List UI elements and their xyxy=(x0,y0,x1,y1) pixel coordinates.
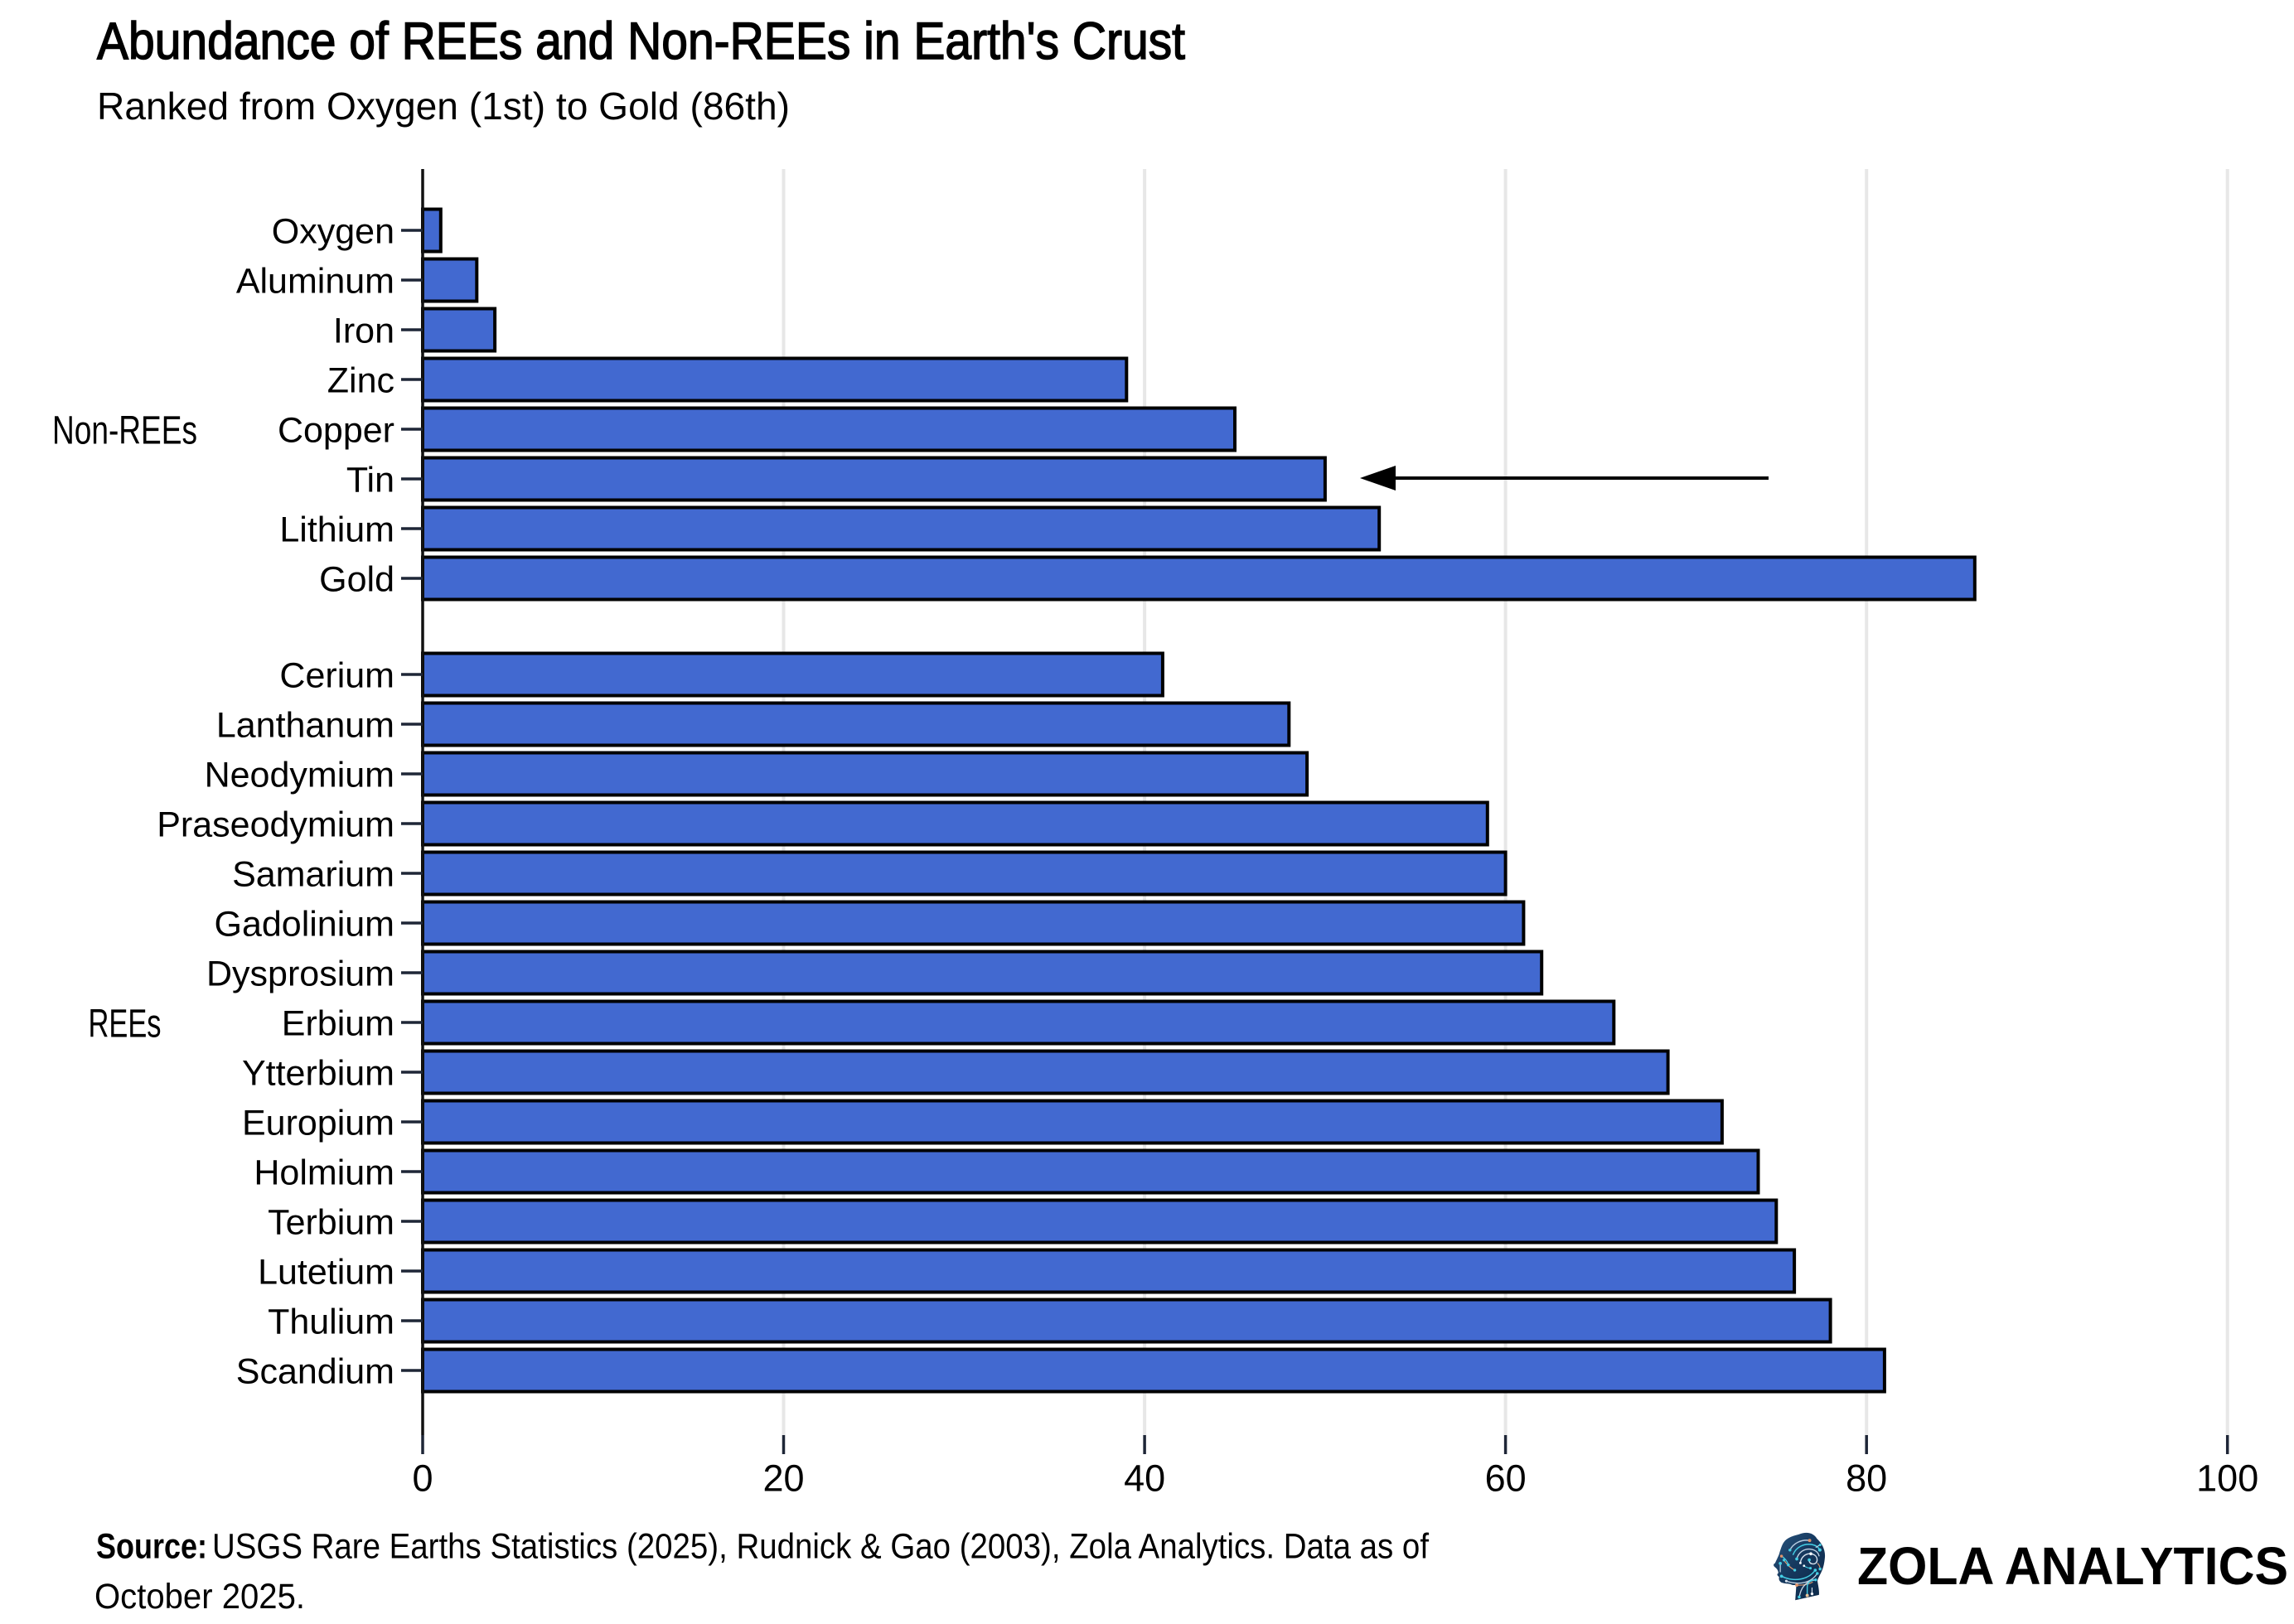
svg-text:Gold: Gold xyxy=(319,560,394,600)
svg-text:0: 0 xyxy=(412,1457,433,1500)
svg-text:60: 60 xyxy=(1485,1457,1527,1500)
svg-text:Dysprosium: Dysprosium xyxy=(206,955,394,994)
svg-text:Ytterbium: Ytterbium xyxy=(242,1054,394,1094)
svg-text:Erbium: Erbium xyxy=(282,1004,394,1044)
svg-text:Source:: Source: xyxy=(96,1527,207,1567)
svg-text:Samarium: Samarium xyxy=(232,855,394,895)
svg-text:Non-REEs: Non-REEs xyxy=(52,409,197,453)
svg-text:Zinc: Zinc xyxy=(327,361,394,401)
svg-text:Lanthanum: Lanthanum xyxy=(216,706,394,746)
svg-text:Aluminum: Aluminum xyxy=(236,262,394,302)
svg-text:Oxygen: Oxygen xyxy=(272,212,394,252)
svg-text:100: 100 xyxy=(2196,1457,2258,1500)
svg-text:Cerium: Cerium xyxy=(279,656,394,696)
svg-text:Praseodymium: Praseodymium xyxy=(157,805,394,845)
svg-text:40: 40 xyxy=(1124,1457,1165,1500)
svg-text:Thulium: Thulium xyxy=(268,1303,394,1342)
svg-text:80: 80 xyxy=(1846,1457,1887,1500)
svg-text:REEs: REEs xyxy=(89,1003,162,1046)
svg-text:Europium: Europium xyxy=(242,1104,394,1143)
svg-text:Lutetium: Lutetium xyxy=(258,1253,394,1293)
svg-text:Ranked from Oxygen (1st) to Go: Ranked from Oxygen (1st) to Gold (86th) xyxy=(97,85,790,128)
svg-text:Terbium: Terbium xyxy=(268,1203,394,1243)
svg-text:USGS Rare Earths Statistics (2: USGS Rare Earths Statistics (2025), Rudn… xyxy=(212,1527,1430,1567)
svg-text:Tin: Tin xyxy=(346,461,394,500)
svg-text:Holmium: Holmium xyxy=(254,1153,394,1193)
svg-text:Lithium: Lithium xyxy=(279,510,394,550)
svg-text:Scandium: Scandium xyxy=(236,1352,394,1392)
svg-text:20: 20 xyxy=(762,1457,804,1500)
svg-text:Copper: Copper xyxy=(278,411,394,451)
svg-text:Abundance of REEs and Non-REEs: Abundance of REEs and Non-REEs in Earth'… xyxy=(97,12,1185,70)
svg-text:October 2025.: October 2025. xyxy=(94,1577,305,1617)
svg-text:Iron: Iron xyxy=(333,312,394,351)
svg-text:ZOLA ANALYTICS: ZOLA ANALYTICS xyxy=(1857,1536,2288,1596)
svg-text:Neodymium: Neodymium xyxy=(205,756,394,795)
svg-text:Gadolinium: Gadolinium xyxy=(215,905,395,945)
